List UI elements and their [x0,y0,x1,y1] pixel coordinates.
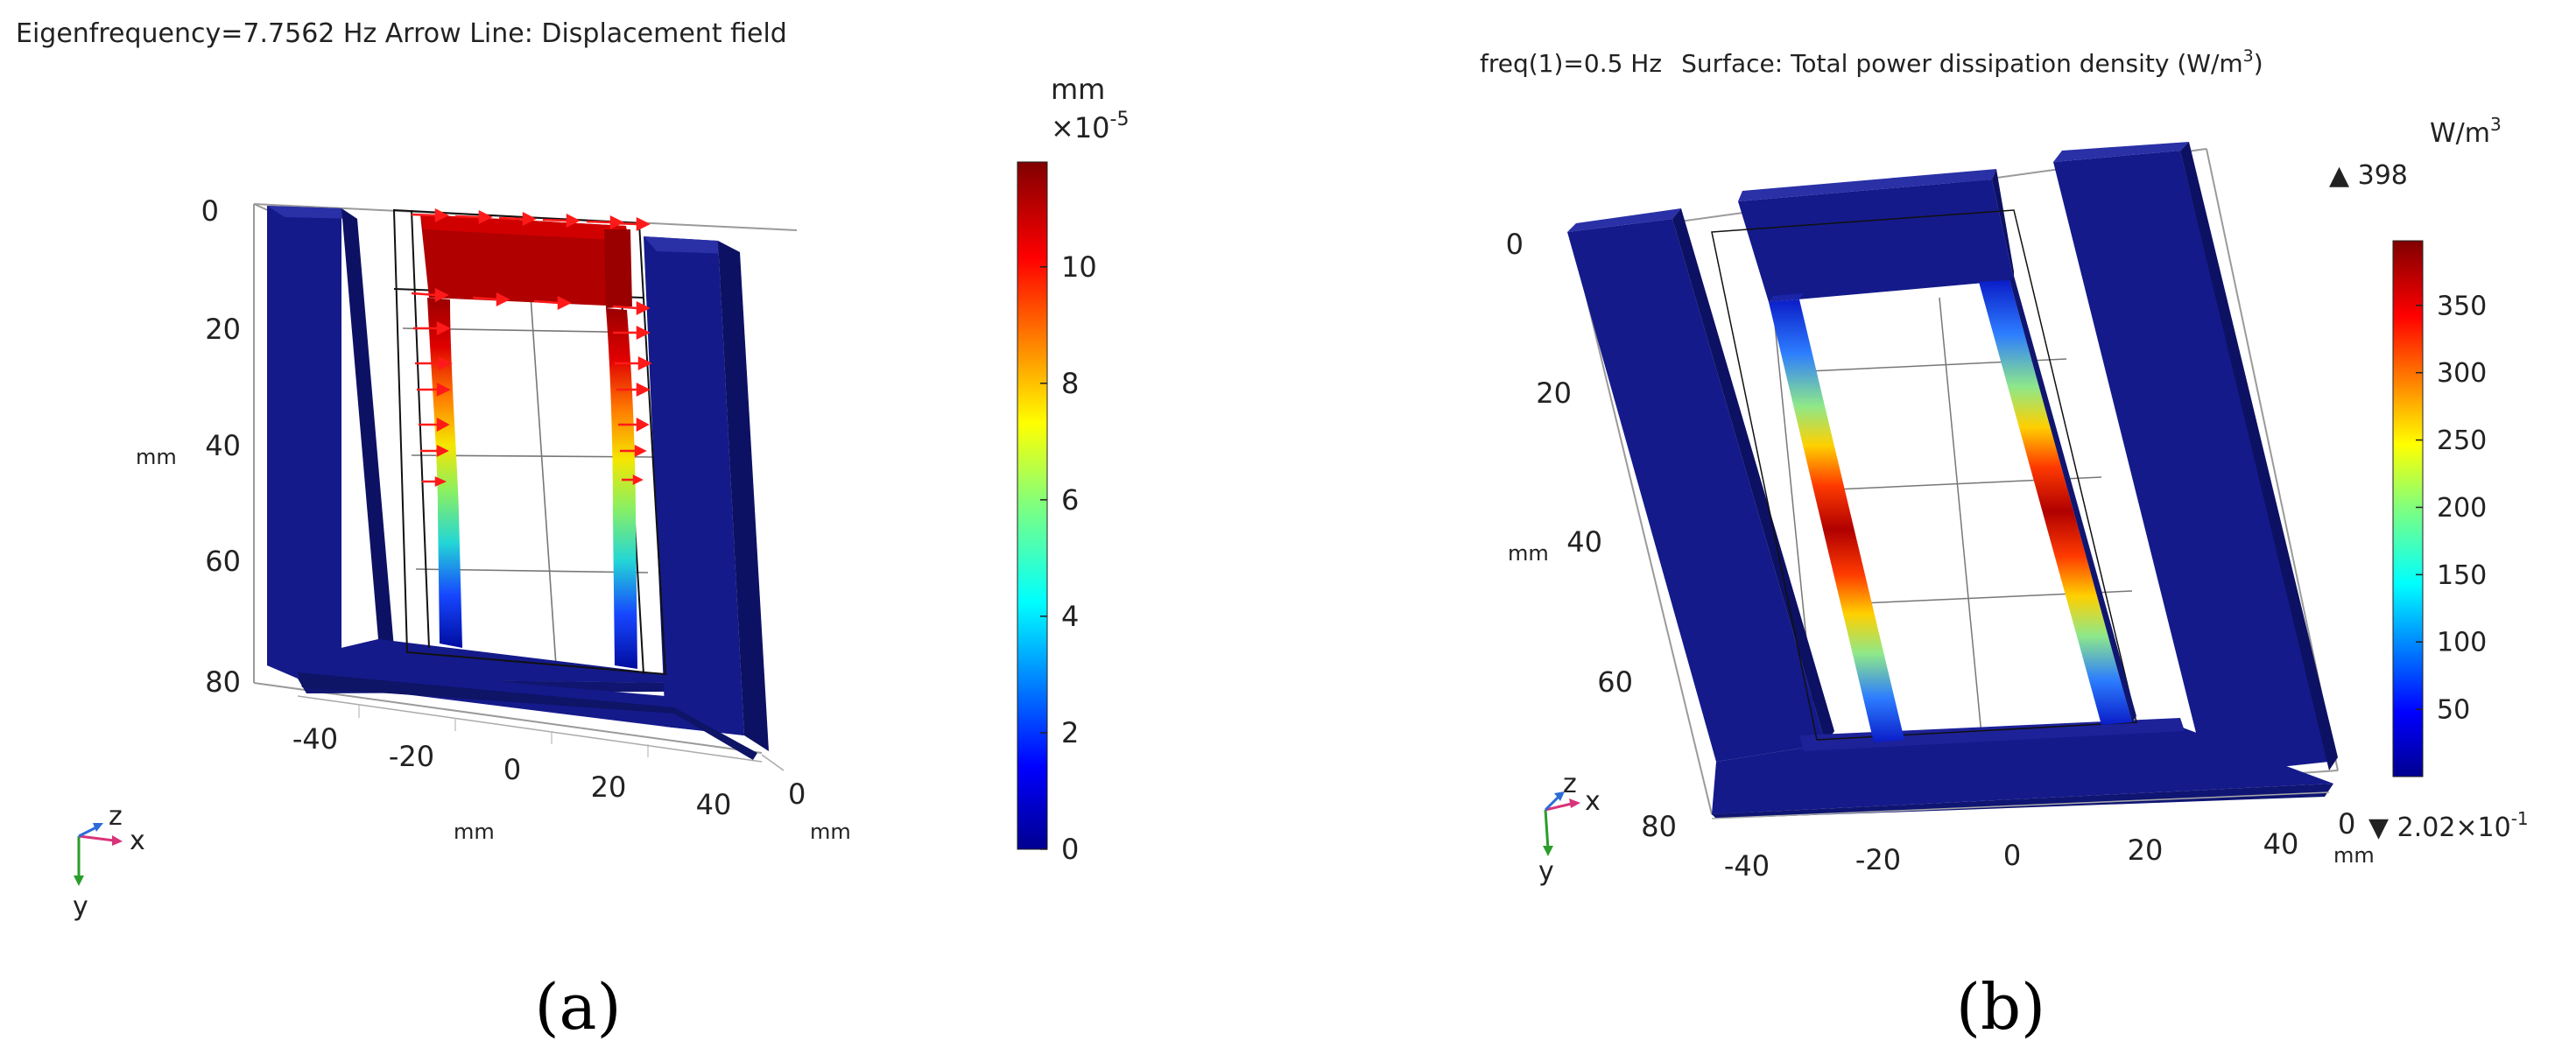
x-tick: 40 [2263,827,2299,861]
colorbar-ticks: 0 2 4 6 8 10 [1040,250,1097,866]
colorbar-exponent-base: ×10-5 [1051,109,1129,144]
panel-a-title: Eigenfrequency=7.7562 Hz Arrow Line: Dis… [16,18,787,49]
y-axis-label: mm [1508,541,1549,566]
colorbar-tick-label: 0 [1061,833,1079,866]
colorbar-tick-label: 150 [2437,560,2487,591]
colorbar-unit: mm [1051,73,1105,106]
colorbar-ticks: 50 100 150 200 250 300 350 [2416,291,2487,726]
y-tick: 80 [1641,810,1677,843]
colorbar-tick-label: 10 [1061,250,1097,284]
y-axis-label: mm [136,445,177,469]
colorbar-unit: W/m3 [2430,114,2502,149]
x-tick: 20 [591,770,627,804]
colorbar-tick-label: 2 [1061,716,1079,749]
triad-x: x [1585,786,1601,817]
panel-b-triad: x y z [1538,769,1601,887]
panel-a-colorbar: mm ×10-5 0 2 4 6 8 10 [1017,73,1129,866]
triad-z: z [1563,769,1577,799]
panel-a-caption: (a) [534,970,621,1044]
panel-a-deformed-bar [420,215,637,669]
x-tick: 20 [2128,833,2164,867]
triad-y: y [1538,856,1554,887]
x-tick: 40 [696,788,732,821]
arrow-row-top [411,207,651,232]
panel-b-frame [1567,142,2338,819]
x-tick: -20 [1855,843,1901,876]
colorbar-tick-label: 6 [1061,483,1079,517]
y-tick: 60 [1597,665,1633,699]
arrow-column-left [413,320,453,487]
panel-b: freq(1)=0.5 Hz Surface: Total power dissi… [1480,46,2529,1044]
y-tick: 40 [205,429,241,462]
y-tick: 0 [201,194,219,228]
x-axis-label: mm [454,819,495,844]
colorbar-max-label: ▲ 398 [2329,160,2408,191]
panel-a-triad: x y z [73,801,145,922]
arrow-row-mid [411,287,651,316]
triad-z: z [109,801,123,832]
colorbar-tick-label: 100 [2437,628,2487,658]
x-tick: -20 [389,740,434,773]
y-tick: 20 [1536,376,1572,410]
y-tick: 80 [205,665,241,699]
x-tick: 0 [2003,839,2021,872]
colorbar-tick-label: 50 [2437,695,2470,726]
colorbar-tick-label: 350 [2437,291,2487,321]
triad-x: x [130,826,145,856]
triad-y: y [73,891,88,922]
colorbar-tick-label: 8 [1061,367,1079,400]
y-tick: 40 [1566,525,1602,559]
panel-a: Eigenfrequency=7.7562 Hz Arrow Line: Dis… [16,18,1129,1044]
colorbar-tick-label: 300 [2437,358,2487,389]
y-tick: 20 [205,313,241,346]
colorbar-min-label: ▼ 2.02×10-1 [2368,808,2529,843]
z-axis-label: mm [2333,843,2375,868]
colorbar-tick-label: 200 [2437,493,2487,524]
arrow-column-right [613,325,652,486]
z-tick: 0 [788,777,806,811]
panel-b-z-axis: 0 mm [2333,807,2375,868]
x-tick: -40 [292,722,338,756]
panel-b-heated-beams [1769,276,2136,742]
panel-a-z-axis: 0 mm [761,754,851,844]
z-tick: 0 [2338,807,2355,840]
panel-b-window-outline [1711,209,2137,741]
colorbar-tick-label: 250 [2437,426,2487,456]
colorbar-gradient [1017,161,1048,850]
y-tick: 60 [205,545,241,578]
colorbar-tick-label: 4 [1061,600,1079,633]
panel-a-x-axis: -40 -20 0 20 40 mm [292,695,763,844]
colorbar-gradient [2392,240,2424,777]
panel-b-colorbar: W/m3 ▲ 398 50 100 150 200 250 300 350 ▼ 2.02×1… [2329,114,2529,843]
z-axis-label: mm [810,819,851,844]
panel-a-frame [267,206,769,760]
x-tick: 0 [503,753,521,786]
y-tick: 0 [1506,228,1524,261]
panel-a-arrows [411,207,652,487]
panel-b-y-axis: 0 20 40 60 80 mm [1506,228,1677,843]
panel-b-title: freq(1)=0.5 Hz Surface: Total power dissi… [1480,46,2263,78]
x-tick: -40 [1724,849,1770,883]
panel-b-caption: (b) [1956,970,2045,1044]
panel-b-x-axis: -40 -20 0 20 40 [1711,791,2330,883]
panel-a-y-axis: 0 20 40 60 80 mm [136,194,241,699]
